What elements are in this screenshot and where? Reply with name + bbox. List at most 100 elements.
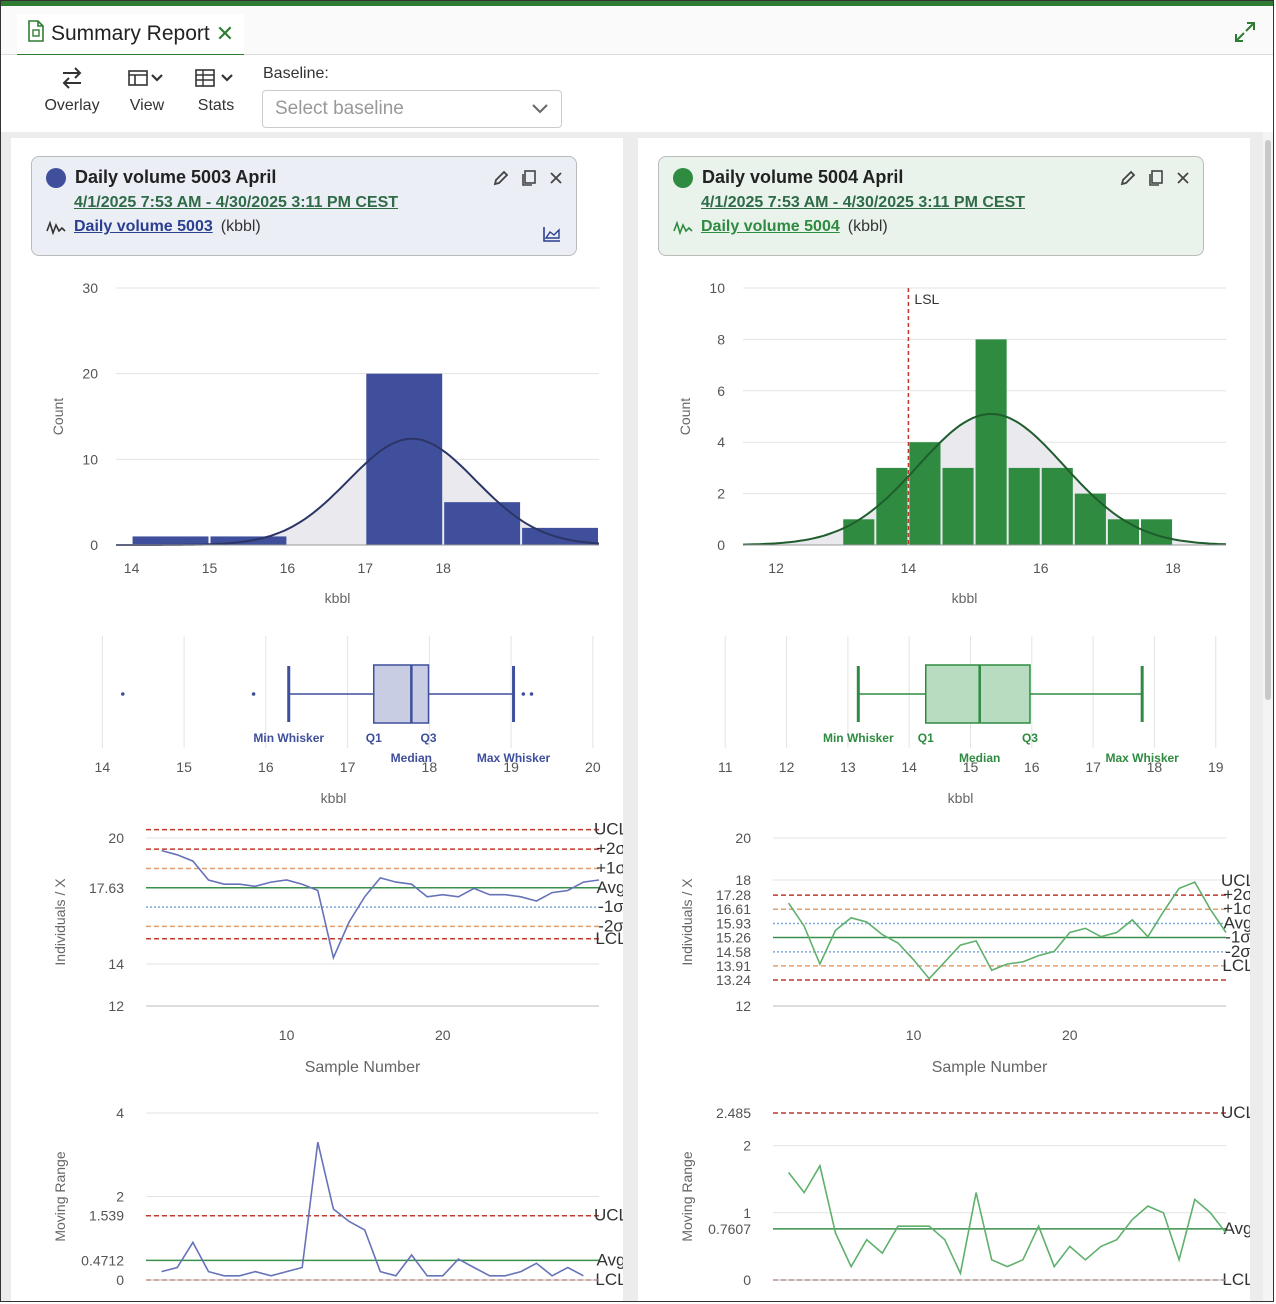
control-y-tick-label: 16.61 (716, 901, 751, 917)
scrollbar-thumb[interactable] (1265, 140, 1271, 700)
control-limit-label: Avg (1224, 913, 1251, 932)
boxplot-x-tick-label: 17 (340, 759, 356, 775)
boxplot-x-tick-label: 15 (963, 759, 979, 775)
tab-bar: Summary Report ✕ (1, 6, 1273, 56)
control-series-line (161, 1142, 584, 1277)
stats-button[interactable]: Stats (193, 65, 239, 115)
control-y-tick-label: 14.58 (716, 944, 751, 960)
boxplot-outlier (521, 692, 526, 696)
control-y-tick-label: 17.28 (716, 887, 751, 903)
boxplot-x-tick-label: 12 (779, 759, 795, 775)
panel-left: Daily volume 5003 April 4/1/2025 7:53 AM… (11, 138, 624, 1301)
signal-link[interactable]: Daily volume 5003 (74, 218, 213, 235)
baseline-placeholder: Select baseline (275, 98, 404, 119)
control-y-tick-label: 15.93 (716, 915, 751, 931)
control-y-tick-label: 20 (108, 830, 124, 846)
overlay-button[interactable]: Overlay (43, 65, 101, 115)
signal-unit: (kbbl) (220, 218, 261, 235)
control-y-tick-label: 0 (743, 1272, 751, 1288)
boxplot-x-tick-label: 18 (1147, 759, 1163, 775)
view-button[interactable]: View (125, 65, 169, 115)
control-limit-label: UCL (1221, 871, 1250, 890)
boxplot-x-axis-label: kbbl (948, 790, 974, 806)
vertical-scrollbar[interactable] (1263, 132, 1273, 1301)
chart-area-icon[interactable] (542, 225, 562, 243)
expand-icon[interactable] (1233, 20, 1257, 49)
signal-link[interactable]: Daily volume 5004 (701, 218, 840, 235)
normal-curve-line (742, 413, 1227, 546)
baseline-select[interactable]: Select baseline (262, 90, 562, 128)
pencil-icon[interactable] (1119, 169, 1137, 187)
histogram-x-tick-label: 16 (280, 560, 296, 576)
signal-trend-icon (673, 220, 693, 235)
histogram-y-tick-label: 0 (717, 537, 725, 553)
chevron-down-icon (532, 104, 548, 114)
boxplot-q1-label: Q1 (918, 731, 934, 745)
control-y-tick-label: 2 (743, 1138, 751, 1154)
series-color-dot (673, 167, 693, 188)
histogram-y-tick-label: 20 (82, 366, 98, 382)
boxplot-box (924, 664, 1031, 724)
histogram-bar (1107, 519, 1139, 545)
control-series-line (161, 849, 600, 961)
control-y-tick-label: 0.7607 (708, 1221, 751, 1237)
histogram-y-axis-label: Count (677, 398, 693, 435)
tab-title: Summary Report (51, 22, 210, 45)
close-icon[interactable] (1175, 170, 1191, 186)
histogram-y-tick-label: 2 (717, 486, 725, 502)
boxplot-x-tick-label: 15 (176, 759, 192, 775)
control-limit-label: Avg (597, 1250, 624, 1269)
control-x-tick-label: 20 (1062, 1027, 1078, 1043)
copy-icon[interactable] (520, 169, 538, 187)
tab-summary-report[interactable]: Summary Report ✕ (17, 14, 245, 56)
histogram-x-tick-label: 18 (435, 560, 451, 576)
control-y-tick-label: 20 (735, 830, 751, 846)
signal-card-right: Daily volume 5004 April 4/1/2025 7:53 AM… (658, 156, 1204, 256)
control-limit-label: +2σ (596, 839, 623, 858)
close-icon[interactable] (548, 170, 564, 186)
boxplot-x-tick-label: 13 (840, 759, 856, 775)
date-range-link[interactable]: 4/1/2025 7:53 AM - 4/30/2025 3:11 PM CES… (701, 194, 1026, 211)
report-document-icon (27, 20, 45, 48)
control-y-axis-label: Individuals / X (52, 878, 68, 966)
card-title: Daily volume 5004 April (702, 167, 904, 187)
histogram-x-tick-label: 12 (768, 560, 784, 576)
control-y-tick-label: 12 (735, 998, 751, 1014)
signal-card-left: Daily volume 5003 April 4/1/2025 7:53 AM… (31, 156, 577, 256)
control-y-tick-label: 13.91 (716, 958, 751, 974)
accent-bar (1, 1, 1273, 6)
control-limit-label: LCL (595, 1270, 623, 1289)
control-y-tick-label: 17.63 (89, 880, 124, 896)
histogram-y-tick-label: 6 (717, 383, 725, 399)
stats-label: Stats (197, 97, 235, 114)
histogram-y-tick-label: 4 (717, 434, 725, 450)
boxplot-q1-label: Q1 (366, 731, 382, 745)
copy-icon[interactable] (1147, 169, 1165, 187)
control-limit-label: -1σ (598, 897, 623, 916)
report-content: Daily volume 5003 April 4/1/2025 7:53 AM… (1, 132, 1273, 1301)
histogram-y-tick-label: 10 (82, 451, 98, 467)
control-y-axis-label: Individuals / X (679, 878, 695, 966)
histogram-y-tick-label: 30 (82, 280, 98, 296)
boxplot-max-whisker-label: Max Whisker (477, 751, 551, 765)
histogram-bar (942, 467, 974, 545)
control-y-tick-label: 1 (743, 1205, 751, 1221)
control-limit-label: -2σ (1225, 942, 1250, 961)
boxplot-min-whisker-label: Min Whisker (253, 731, 324, 745)
control-limit-label: UCL (594, 1206, 623, 1225)
date-range-link[interactable]: 4/1/2025 7:53 AM - 4/30/2025 3:11 PM CES… (74, 194, 399, 211)
control-limit-label: -2σ (598, 916, 623, 935)
close-tab-icon[interactable]: ✕ (215, 21, 235, 46)
boxplot-x-tick-label: 20 (585, 759, 601, 775)
control-limit-label: LCL (595, 929, 623, 948)
control-limit-label: -1σ (1225, 928, 1250, 947)
card-title: Daily volume 5003 April (75, 167, 277, 187)
baseline-label: Baseline: (263, 65, 329, 82)
histogram-x-tick-label: 17 (358, 560, 374, 576)
pencil-icon[interactable] (492, 169, 510, 187)
histogram-bar (1041, 467, 1073, 545)
histogram-y-tick-label: 8 (717, 331, 725, 347)
control-x-tick-label: 20 (435, 1027, 451, 1043)
